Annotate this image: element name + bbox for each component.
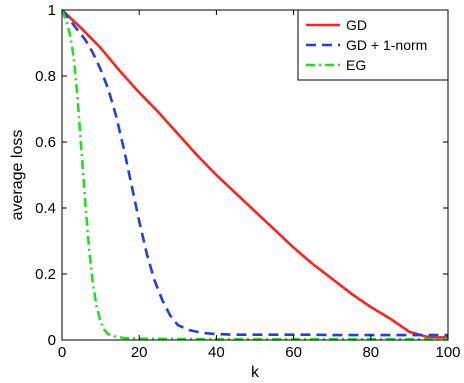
- legend-label-3: EG: [346, 57, 366, 73]
- x-axis-label: k: [251, 364, 260, 381]
- y-tick-label: 0.4: [35, 200, 56, 217]
- y-tick-label: 1: [48, 2, 56, 19]
- x-tick-label: 100: [435, 344, 460, 361]
- series-layer: [60, 9, 448, 341]
- axes-frame: [61, 9, 449, 341]
- y-tick-label: 0: [48, 332, 56, 349]
- y-axis-label: average loss: [9, 130, 26, 221]
- y-tick-label: 0.8: [35, 68, 56, 85]
- x-tick-label: 20: [131, 344, 148, 361]
- legend-label-1: GD: [346, 17, 367, 33]
- y-tick-label: 0.2: [35, 266, 56, 283]
- series-line-3: [60, 9, 448, 341]
- legend: GD GD + 1-norm EG: [297, 9, 449, 81]
- x-tick-label: 80: [362, 344, 379, 361]
- x-tick-label: 60: [285, 344, 302, 361]
- x-tick-label: 0: [58, 344, 66, 361]
- series-line-1: [61, 9, 448, 339]
- series-line-2: [60, 9, 448, 337]
- y-tick-label: 0.6: [35, 134, 56, 151]
- axes-layer: 0 20 40 60 80 100 0 0.2 0.4 0.6 0.8 1: [35, 2, 460, 361]
- x-tick-label: 40: [208, 344, 225, 361]
- legend-label-2: GD + 1-norm: [346, 37, 427, 53]
